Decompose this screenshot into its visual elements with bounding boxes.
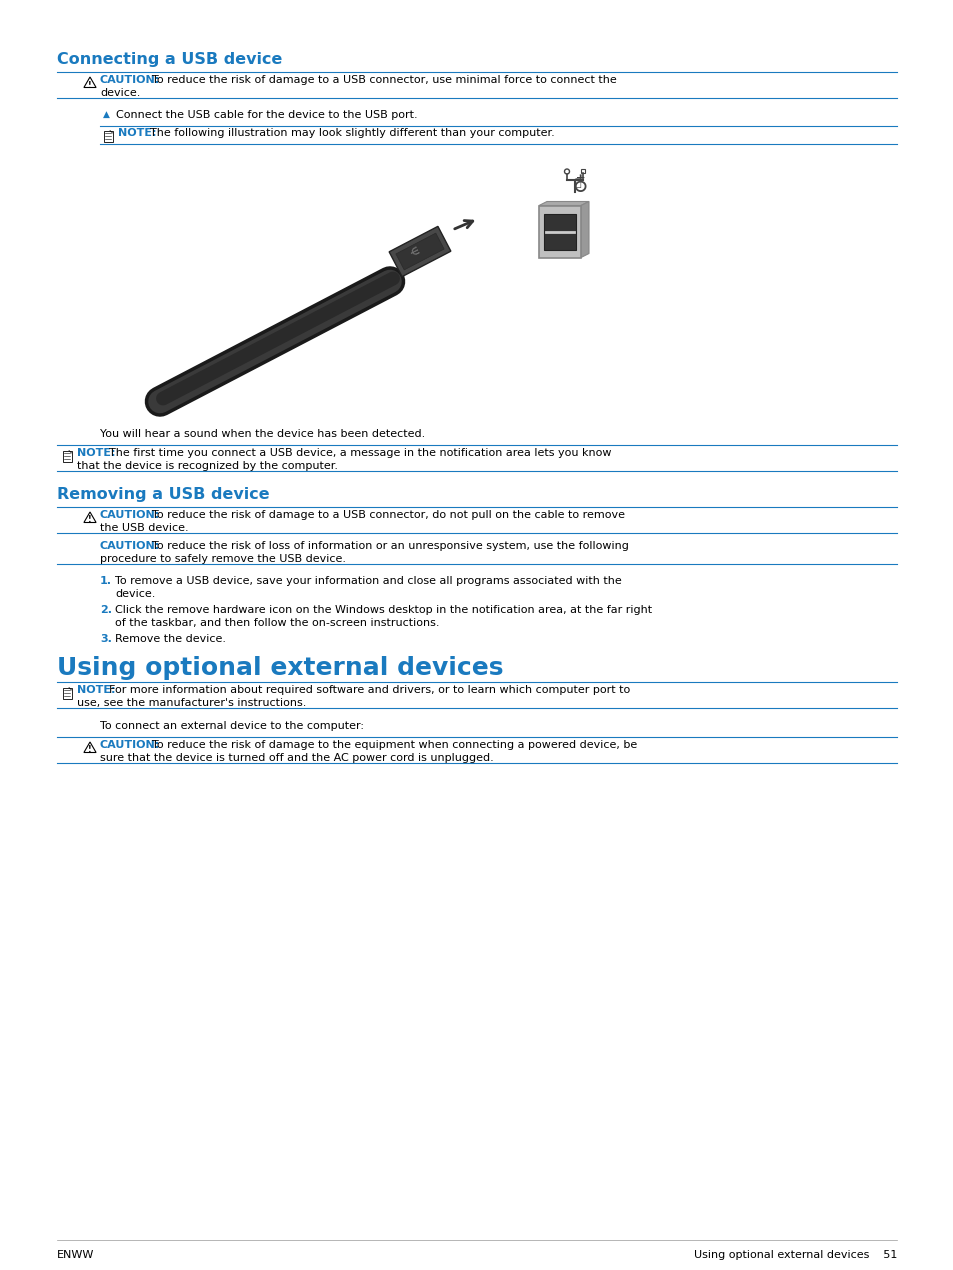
Text: You will hear a sound when the device has been detected.: You will hear a sound when the device ha… <box>100 429 425 439</box>
Text: the USB device.: the USB device. <box>100 523 189 533</box>
Text: The following illustration may look slightly different than your computer.: The following illustration may look slig… <box>150 128 554 138</box>
Text: To reduce the risk of loss of information or an unresponsive system, use the fol: To reduce the risk of loss of informatio… <box>152 541 628 551</box>
Text: !: ! <box>88 516 91 525</box>
Text: 3.: 3. <box>100 634 112 644</box>
Text: 1.: 1. <box>100 577 112 585</box>
Text: CAUTION:: CAUTION: <box>100 75 160 85</box>
Text: procedure to safely remove the USB device.: procedure to safely remove the USB devic… <box>100 554 346 564</box>
Polygon shape <box>395 234 444 271</box>
Text: For more information about required software and drivers, or to learn which comp: For more information about required soft… <box>109 685 630 695</box>
Text: Ψ: Ψ <box>405 245 418 258</box>
Text: !: ! <box>88 745 91 754</box>
Text: sure that the device is turned off and the AC power cord is unplugged.: sure that the device is turned off and t… <box>100 753 494 763</box>
Text: Using optional external devices: Using optional external devices <box>57 657 503 679</box>
Text: The first time you connect a USB device, a message in the notification area lets: The first time you connect a USB device,… <box>109 448 611 458</box>
Text: Remove the device.: Remove the device. <box>115 634 226 644</box>
Polygon shape <box>580 202 588 258</box>
Text: of the taskbar, and then follow the on-screen instructions.: of the taskbar, and then follow the on-s… <box>115 618 439 627</box>
Bar <box>63 451 71 461</box>
Text: ⏻: ⏻ <box>574 179 580 188</box>
Text: To reduce the risk of damage to a USB connector, do not pull on the cable to rem: To reduce the risk of damage to a USB co… <box>152 511 624 519</box>
Text: NOTE:: NOTE: <box>118 128 156 138</box>
Polygon shape <box>538 206 580 258</box>
Text: ♁: ♁ <box>572 175 587 196</box>
Text: 2.: 2. <box>100 605 112 615</box>
Text: To connect an external device to the computer:: To connect an external device to the com… <box>100 721 364 732</box>
Text: Using optional external devices    51: Using optional external devices 51 <box>693 1250 896 1260</box>
Text: CAUTION:: CAUTION: <box>100 511 160 519</box>
Text: Connecting a USB device: Connecting a USB device <box>57 52 282 67</box>
Text: CAUTION:: CAUTION: <box>100 740 160 751</box>
Text: device.: device. <box>115 589 155 599</box>
Polygon shape <box>389 226 451 277</box>
Text: NOTE:: NOTE: <box>77 448 115 458</box>
Text: !: ! <box>88 80 91 89</box>
Text: CAUTION:: CAUTION: <box>100 541 160 551</box>
Text: use, see the manufacturer's instructions.: use, see the manufacturer's instructions… <box>77 698 306 707</box>
Text: ENWW: ENWW <box>57 1250 94 1260</box>
Text: that the device is recognized by the computer.: that the device is recognized by the com… <box>77 461 337 471</box>
Text: Connect the USB cable for the device to the USB port.: Connect the USB cable for the device to … <box>116 110 417 119</box>
Bar <box>543 213 576 249</box>
Polygon shape <box>538 202 588 206</box>
Text: To remove a USB device, save your information and close all programs associated : To remove a USB device, save your inform… <box>115 577 621 585</box>
Text: To reduce the risk of damage to a USB connector, use minimal force to connect th: To reduce the risk of damage to a USB co… <box>152 75 616 85</box>
Bar <box>580 169 584 173</box>
Bar <box>103 131 112 141</box>
Text: Removing a USB device: Removing a USB device <box>57 486 270 502</box>
Text: device.: device. <box>100 88 140 98</box>
Text: NOTE:: NOTE: <box>77 685 115 695</box>
Text: Click the remove hardware icon on the Windows desktop in the notification area, : Click the remove hardware icon on the Wi… <box>115 605 652 615</box>
Text: ▲: ▲ <box>103 110 110 119</box>
Text: To reduce the risk of damage to the equipment when connecting a powered device, : To reduce the risk of damage to the equi… <box>152 740 637 751</box>
Bar <box>63 687 71 699</box>
